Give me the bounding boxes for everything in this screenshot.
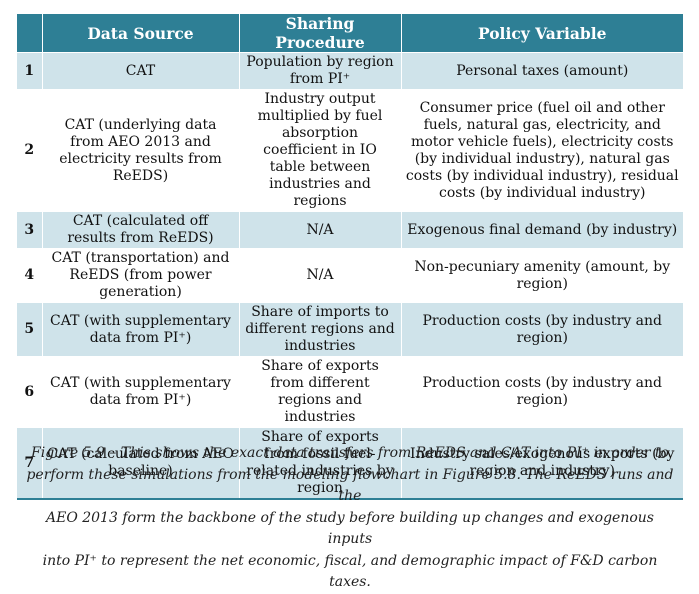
data-source-cell: CAT (calculated off results from ReEDS) [42,211,240,249]
caption-line: into PI⁺ to represent the net economic, … [42,552,658,591]
policy-variable-cell: Non-pecuniary amenity (amount, by region… [401,248,683,303]
sharing-procedure-cell: N/A [239,248,402,303]
caption-line: Figure 5.9 – This shows the exact data t… [31,445,669,461]
data-transfer-table-container: Data Source Sharing Procedure Policy Var… [17,14,683,500]
row-number: 4 [17,248,43,303]
sharing-procedure-cell: Share of imports to different regions an… [239,302,402,357]
policy-variable-cell: Production costs (by industry and region… [401,356,683,428]
caption-line: AEO 2013 form the backbone of the study … [45,509,654,548]
table-row: 1 CAT Population by region from PI⁺ Pers… [17,52,683,90]
data-source-cell: CAT (underlying data from AEO 2013 and e… [42,89,240,212]
data-source-cell: CAT (with supplementary data from PI⁺) [42,302,240,357]
figure-caption: Figure 5.9 – This shows the exact data t… [22,443,678,594]
policy-variable-cell: Production costs (by industry and region… [401,302,683,357]
table-header-row: Data Source Sharing Procedure Policy Var… [17,14,683,53]
data-source-cell: CAT (with supplementary data from PI⁺) [42,356,240,428]
row-number: 2 [17,89,43,212]
data-source-cell: CAT (calculated from AEO baseline) [42,427,240,500]
policy-variable-cell: Personal taxes (amount) [401,52,683,90]
row-number: 7 [17,427,43,500]
row-number: 1 [17,52,43,90]
table-row: 6 CAT (with supplementary data from PI⁺)… [17,356,683,428]
row-number: 5 [17,302,43,357]
caption-line: perform these simulations from the model… [26,466,674,505]
sharing-procedure-cell: Population by region from PI⁺ [239,52,402,90]
table-row: 5 CAT (with supplementary data from PI⁺)… [17,302,683,357]
table-row: 3 CAT (calculated off results from ReEDS… [17,211,683,249]
header-data-source: Data Source [42,14,240,53]
policy-variable-cell: Exogenous final demand (by industry) [401,211,683,249]
policy-variable-cell: Consumer price (fuel oil and other fuels… [401,89,683,212]
header-policy-variable: Policy Variable [401,14,683,53]
sharing-procedure-cell: Share of exports from different regions … [239,356,402,428]
row-number: 3 [17,211,43,249]
table-row: 2 CAT (underlying data from AEO 2013 and… [17,89,683,212]
policy-variable-cell: Industry sales/exogenous exports (by reg… [401,427,683,500]
row-number: 6 [17,356,43,428]
sharing-procedure-cell: Share of exports from fossil fuel-relate… [239,427,402,500]
table-row: 4 CAT (transportation) and ReEDS (from p… [17,248,683,303]
header-number [17,14,43,53]
header-sharing-procedure: Sharing Procedure [239,14,402,53]
sharing-procedure-cell: Industry output multiplied by fuel absor… [239,89,402,212]
data-transfer-table: Data Source Sharing Procedure Policy Var… [17,14,683,500]
data-source-cell: CAT (transportation) and ReEDS (from pow… [42,248,240,303]
data-source-cell: CAT [42,52,240,90]
sharing-procedure-cell: N/A [239,211,402,249]
table-row: 7 CAT (calculated from AEO baseline) Sha… [17,427,683,500]
